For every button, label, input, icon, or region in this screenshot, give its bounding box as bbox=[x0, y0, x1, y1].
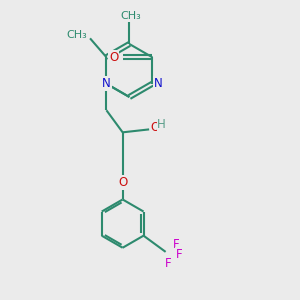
Text: F: F bbox=[172, 238, 179, 251]
Text: CH₃: CH₃ bbox=[121, 11, 141, 21]
Text: H: H bbox=[157, 118, 166, 130]
Text: CH₃: CH₃ bbox=[66, 30, 87, 40]
Text: O: O bbox=[109, 51, 119, 64]
Text: N: N bbox=[154, 77, 163, 90]
Text: O: O bbox=[118, 176, 127, 189]
Text: N: N bbox=[102, 77, 111, 90]
Text: F: F bbox=[176, 248, 182, 261]
Text: O: O bbox=[151, 122, 160, 134]
Text: F: F bbox=[165, 256, 172, 270]
